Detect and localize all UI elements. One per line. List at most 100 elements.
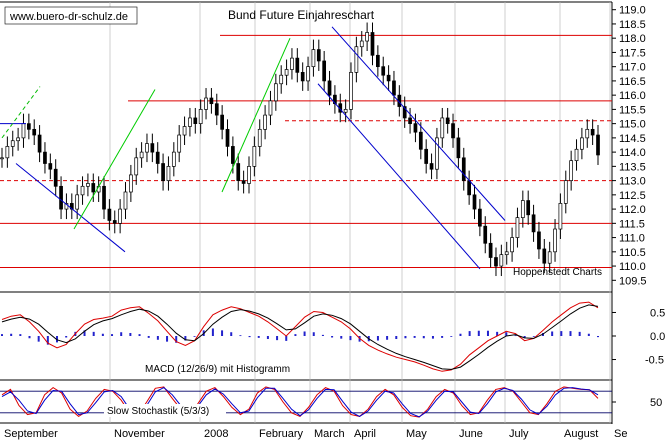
- price-candle: [145, 143, 149, 153]
- price-candle: [53, 168, 58, 187]
- macd-histogram-bar: [129, 332, 132, 336]
- price-candle: [102, 185, 106, 210]
- price-candle: [424, 148, 429, 164]
- price-candle: [171, 151, 176, 167]
- month-label: May: [406, 428, 427, 440]
- price-candle: [510, 237, 514, 253]
- macd-histogram-bar: [349, 336, 352, 341]
- price-tick-label: 111.5: [619, 218, 645, 230]
- price-candle: [247, 166, 251, 184]
- month-label: August: [564, 428, 598, 440]
- stoch-d-line: [1, 387, 599, 418]
- macd-histogram-bar: [65, 336, 68, 338]
- price-candle: [435, 137, 439, 170]
- macd-histogram-bar: [19, 334, 22, 336]
- price-tick-label: 115.0: [619, 119, 646, 131]
- price-candle: [129, 174, 133, 193]
- price-tick-label: 111.0: [619, 233, 645, 245]
- price-candle: [515, 217, 520, 238]
- trend-channel-line: [317, 83, 481, 270]
- price-tick-label: 115.5: [619, 104, 646, 116]
- macd-histogram-bar: [28, 336, 31, 339]
- price-tick-label: 113.5: [619, 161, 646, 173]
- price-candle: [5, 146, 10, 159]
- price-tick-label: 110.0: [619, 261, 646, 273]
- stochastic-panel: [0, 386, 612, 418]
- price-candle: [86, 183, 90, 187]
- macd-histogram-bar: [294, 334, 297, 336]
- macd-histogram-bar: [285, 336, 288, 341]
- price-candle: [370, 32, 375, 56]
- price-candle: [349, 72, 353, 110]
- price-panel: [0, 22, 612, 277]
- price-tick-label: 114.0: [619, 147, 646, 159]
- price-candle: [290, 57, 294, 70]
- price-candle: [574, 148, 579, 162]
- macd-histogram-bar: [138, 334, 141, 336]
- price-tick-label: 116.5: [619, 76, 646, 88]
- price-candle: [236, 163, 241, 181]
- trend-channel-line: [331, 26, 506, 221]
- price-candle: [0, 157, 4, 160]
- price-candle: [214, 103, 219, 116]
- stoch-label: Slow Stochastik (5/3/3): [107, 406, 209, 417]
- price-candle: [204, 97, 208, 110]
- price-candle: [488, 242, 493, 258]
- macd-histogram-bar: [376, 336, 379, 341]
- price-candle: [392, 80, 396, 96]
- price-candle: [252, 146, 257, 167]
- price-candle: [300, 72, 305, 82]
- macd-histogram-bar: [514, 335, 517, 337]
- price-candle: [225, 128, 230, 147]
- macd-histogram-bar: [331, 336, 334, 338]
- month-label: February: [259, 428, 304, 440]
- month-label: 2008: [204, 428, 228, 440]
- macd-histogram-bar: [523, 336, 526, 339]
- macd-tick-label: 0.0: [650, 331, 665, 343]
- price-candle: [10, 140, 15, 147]
- macd-histogram-bar: [395, 336, 398, 340]
- macd-histogram-bar: [413, 336, 416, 338]
- price-candle: [440, 117, 445, 139]
- price-candle: [32, 128, 37, 136]
- macd-histogram-bar: [312, 332, 315, 336]
- panel-frames: [0, 1, 613, 424]
- month-label: March: [314, 428, 345, 440]
- month-label: July: [509, 428, 529, 440]
- price-candle: [553, 228, 557, 253]
- macd-histogram-bar: [459, 333, 462, 336]
- price-candle: [386, 74, 391, 82]
- price-candle: [198, 109, 203, 124]
- price-tick-label: 118.5: [619, 19, 646, 31]
- price-candle: [37, 134, 42, 153]
- price-candle: [241, 180, 246, 184]
- price-candle: [177, 134, 182, 153]
- price-candle: [220, 114, 224, 130]
- macd-histogram-bar: [230, 332, 233, 336]
- price-candle: [16, 137, 20, 142]
- macd-histogram-bar: [404, 336, 407, 339]
- macd-histogram-bar: [450, 336, 453, 337]
- macd-panel: [1, 301, 599, 372]
- price-tick-label: 112.0: [619, 204, 646, 216]
- macd-histogram-bar: [248, 336, 251, 338]
- macd-histogram-bar: [486, 330, 489, 336]
- price-candle: [429, 163, 434, 170]
- macd-line: [1, 301, 599, 372]
- price-tick-label: 110.5: [619, 247, 646, 259]
- price-tick-label: 117.5: [619, 47, 646, 59]
- price-candle: [139, 151, 144, 159]
- macd-histogram-bar: [83, 330, 86, 336]
- price-candle: [526, 200, 531, 216]
- macd-histogram-bar: [193, 336, 196, 337]
- price-candle: [472, 194, 477, 210]
- price-candle: [520, 200, 525, 218]
- macd-histogram-bar: [386, 336, 389, 340]
- watermark-text: www.buero-dr-schulz.de: [9, 11, 128, 23]
- chart-title: Bund Future Einjahreschart: [228, 8, 375, 22]
- price-candle: [118, 208, 122, 224]
- price-candle: [483, 225, 488, 244]
- macd-tick-label: 0.5: [650, 307, 665, 319]
- price-candle: [59, 185, 63, 210]
